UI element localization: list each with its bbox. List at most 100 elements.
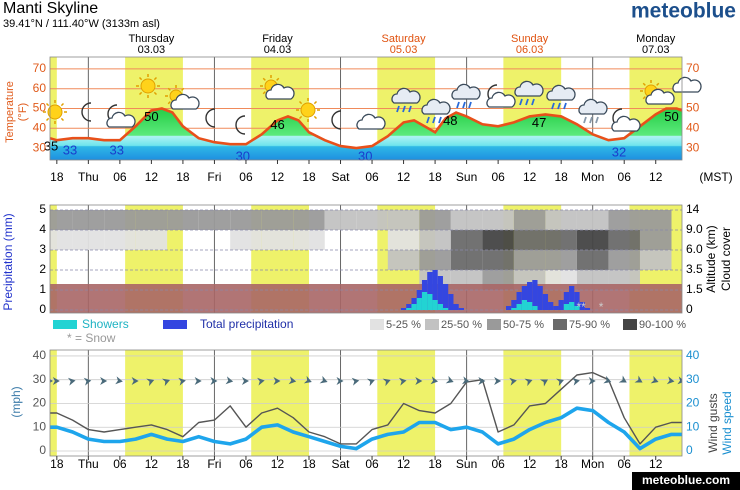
icon-ray — [167, 87, 171, 91]
x-tick-label: 06 — [618, 170, 632, 184]
icon-ray — [262, 77, 266, 81]
precipitation-bar — [432, 270, 438, 310]
cloud-cell — [72, 210, 105, 230]
wind-arrow — [430, 376, 439, 385]
footer-box — [632, 472, 740, 490]
cloud-cell — [261, 230, 294, 250]
x-tick-label: Fri — [207, 170, 221, 184]
wind-arrow — [461, 376, 470, 385]
icon-ray — [276, 77, 280, 81]
icon-cloud — [451, 83, 481, 100]
wind-arrow — [52, 377, 60, 385]
x-tick-label: 18 — [176, 457, 190, 471]
y2-tick-label: 1.5 — [686, 282, 703, 296]
y2-tick-label: 30 — [686, 372, 700, 386]
min-temperature-label: 32 — [612, 145, 626, 160]
precipitation-bar — [574, 292, 580, 310]
precipitation-bar — [558, 300, 564, 310]
wind-arrow — [319, 375, 328, 384]
cloud-cell — [50, 230, 73, 250]
y-tick-label: 2 — [39, 262, 46, 276]
x-tick-label: 06 — [113, 170, 127, 184]
cloud-cell — [230, 230, 262, 250]
wind-arrow — [524, 378, 533, 387]
cloud-cell — [104, 230, 136, 250]
cloud-cell — [482, 250, 514, 270]
icon-drop — [519, 98, 523, 106]
icon-drop — [525, 98, 529, 106]
legend-swatch — [623, 319, 637, 330]
precipitation-bar — [569, 286, 575, 310]
y2-tick-label: 6.0 — [686, 242, 703, 256]
plot-frame — [49, 204, 683, 314]
x-tick-label: 18 — [428, 170, 442, 184]
icon-cloud — [645, 88, 675, 105]
icon-ray — [153, 76, 158, 81]
y-tick-label: 20 — [33, 396, 47, 410]
precipitation-bar — [537, 286, 543, 310]
cloud-cell — [513, 230, 546, 250]
legend-swatch — [163, 320, 187, 329]
plot-frame — [49, 56, 683, 161]
legend-label: 5-25 % — [386, 319, 421, 331]
cloud-cell — [608, 230, 640, 250]
logo: meteoblue — [631, 0, 736, 23]
y-tick-label-right: 30 — [686, 140, 700, 154]
cloud-cell — [419, 250, 451, 270]
wind-arrow — [588, 377, 596, 385]
snow-note: * = Snow — [67, 331, 116, 345]
cloud-cell — [387, 230, 420, 250]
icon-ray — [656, 82, 660, 86]
max-temperature-label: 35 — [44, 139, 58, 154]
day-date: 05.03 — [390, 44, 418, 56]
wind-arrow — [225, 376, 234, 385]
precipitation-bar — [521, 286, 528, 310]
legend-swatch — [553, 319, 567, 330]
x-tick-label: 18 — [176, 170, 190, 184]
y2-axis-label: Wind speed — [720, 391, 734, 454]
cloud-cell — [576, 210, 609, 230]
cloud-cell — [261, 210, 294, 230]
y-tick-label: 1 — [39, 282, 46, 296]
precipitation-bar — [527, 302, 533, 310]
y-tick-label: 70 — [33, 61, 47, 75]
wind-arrow — [603, 375, 612, 384]
legend-swatch — [425, 319, 439, 330]
wind-arrow — [494, 377, 502, 385]
y-tick-label: 3 — [39, 242, 46, 256]
x-tick-label: 12 — [649, 457, 663, 471]
plot-area — [50, 205, 682, 313]
x-tick-label: Mon — [581, 457, 604, 471]
x-tick-label: Thu — [78, 170, 99, 184]
cloud-cell — [387, 210, 420, 230]
precipitation-bar — [437, 276, 443, 310]
cloud-cell — [324, 210, 357, 230]
icon-ray — [642, 82, 646, 86]
cloud-cell — [72, 230, 105, 250]
icon-sun — [140, 78, 156, 94]
icon-drop — [432, 116, 436, 124]
cloud-cell — [482, 210, 514, 230]
wind-arrow — [382, 378, 391, 387]
precipitation-bar — [416, 298, 422, 310]
icon-cloud — [514, 80, 544, 97]
icon-drop — [456, 101, 460, 109]
wind-arrow — [210, 377, 218, 385]
wind-arrow — [257, 377, 265, 386]
y-tick-label-right: 40 — [686, 120, 700, 134]
cloud-cell — [513, 250, 546, 270]
temperature-line — [50, 107, 682, 150]
icon-cloud — [611, 115, 641, 132]
wind-arrow — [351, 377, 360, 386]
icon-drop — [462, 101, 466, 109]
icon-cloud — [356, 113, 386, 130]
title: Manti Skyline — [3, 0, 98, 17]
wind-arrow — [194, 377, 202, 385]
icon-drop — [551, 102, 555, 110]
precipitation-bar — [453, 304, 459, 310]
precipitation-bar — [521, 300, 528, 310]
cloud-cell — [356, 210, 388, 230]
y-tick-label: 5 — [39, 202, 46, 216]
precipitation-bar — [553, 306, 559, 310]
